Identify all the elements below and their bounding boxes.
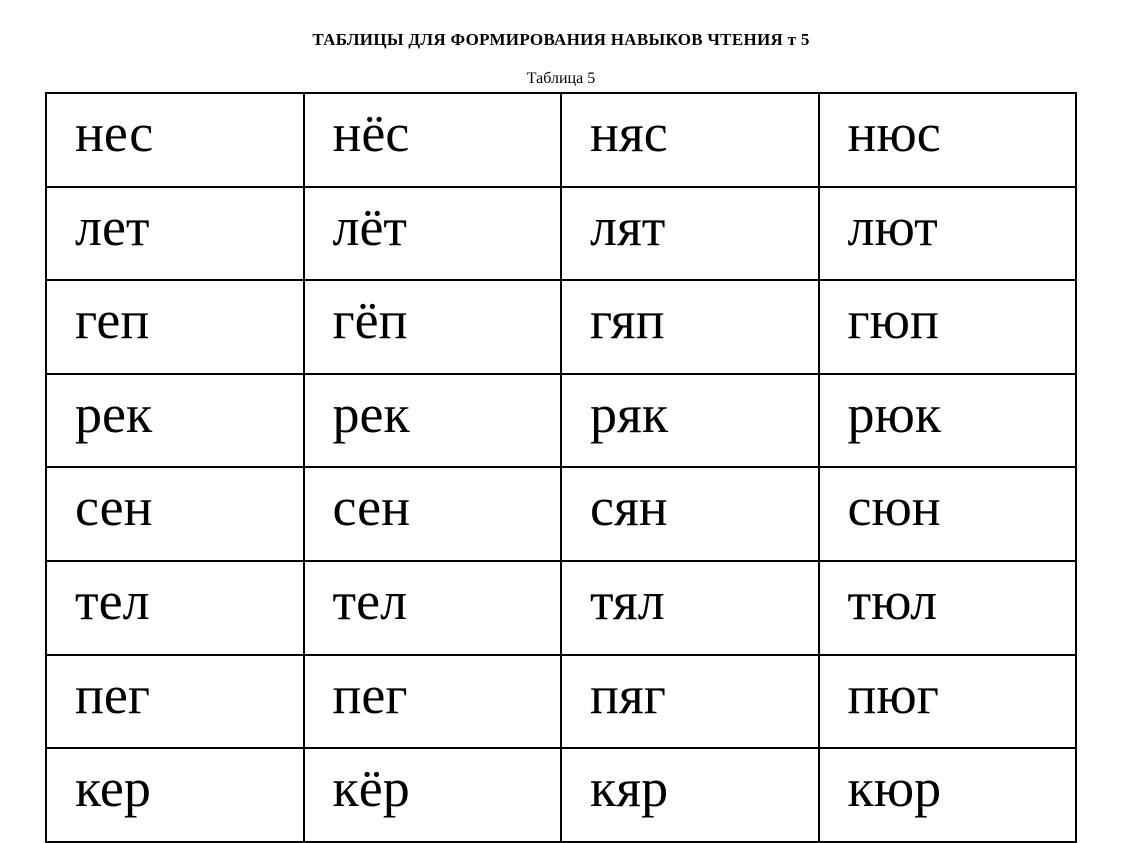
- table-cell: ряк: [561, 374, 819, 468]
- table-row: геп гёп гяп гюп: [46, 280, 1076, 374]
- table-row: кер кёр кяр кюр: [46, 748, 1076, 842]
- table-cell: тел: [304, 561, 562, 655]
- table-cell: гёп: [304, 280, 562, 374]
- table-row: тел тел тял тюл: [46, 561, 1076, 655]
- table-row: пег пег пяг пюг: [46, 655, 1076, 749]
- table-cell: кяр: [561, 748, 819, 842]
- table-cell: пег: [304, 655, 562, 749]
- page-title: ТАБЛИЦЫ ДЛЯ ФОРМИРОВАНИЯ НАВЫКОВ ЧТЕНИЯ …: [45, 30, 1077, 50]
- table-row: лет лёт лят лют: [46, 187, 1076, 281]
- table-cell: лют: [819, 187, 1077, 281]
- table-cell: пюг: [819, 655, 1077, 749]
- table-cell: сен: [46, 467, 304, 561]
- table-cell: сюн: [819, 467, 1077, 561]
- table-cell: пег: [46, 655, 304, 749]
- table-cell: пяг: [561, 655, 819, 749]
- table-cell: кер: [46, 748, 304, 842]
- table-cell: кёр: [304, 748, 562, 842]
- table-cell: нюс: [819, 93, 1077, 187]
- table-cell: рек: [46, 374, 304, 468]
- table-row: сен сен сян сюн: [46, 467, 1076, 561]
- table-cell: лят: [561, 187, 819, 281]
- table-cell: геп: [46, 280, 304, 374]
- table-cell: рек: [304, 374, 562, 468]
- table-cell: кюр: [819, 748, 1077, 842]
- syllable-table: нес нёс няс нюс лет лёт лят лют геп гёп …: [45, 92, 1077, 843]
- table-row: рек рек ряк рюк: [46, 374, 1076, 468]
- table-cell: гюп: [819, 280, 1077, 374]
- table-cell: тел: [46, 561, 304, 655]
- table-cell: лёт: [304, 187, 562, 281]
- page-subtitle: Таблица 5: [45, 70, 1077, 88]
- table-cell: рюк: [819, 374, 1077, 468]
- table-cell: нес: [46, 93, 304, 187]
- table-cell: нёс: [304, 93, 562, 187]
- table-cell: сян: [561, 467, 819, 561]
- table-cell: лет: [46, 187, 304, 281]
- table-cell: тял: [561, 561, 819, 655]
- table-cell: тюл: [819, 561, 1077, 655]
- table-cell: сен: [304, 467, 562, 561]
- table-cell: гяп: [561, 280, 819, 374]
- table-cell: няс: [561, 93, 819, 187]
- table-row: нес нёс няс нюс: [46, 93, 1076, 187]
